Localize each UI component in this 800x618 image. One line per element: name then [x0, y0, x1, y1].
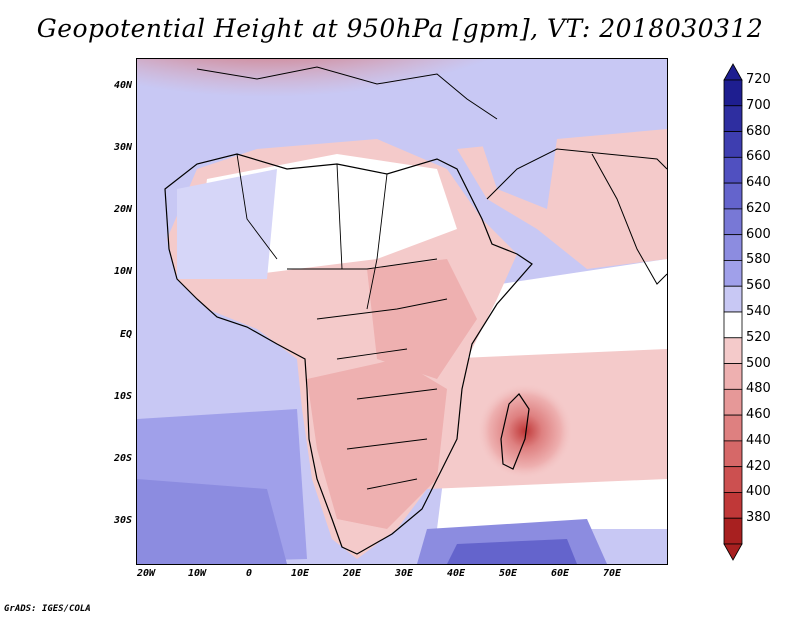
lon-label-40e: 40E — [446, 568, 466, 579]
colorbar-swatch — [723, 208, 743, 236]
colorbar-label: 560 — [746, 278, 771, 294]
colorbar — [723, 63, 743, 561]
colorbar-label: 420 — [746, 458, 771, 474]
madagascar-coastline — [500, 393, 530, 470]
map-canvas — [137, 59, 667, 564]
colorbar-label: 540 — [746, 304, 771, 319]
colorbar-swatch — [723, 363, 743, 390]
colorbar-label: 500 — [746, 355, 771, 371]
field-east-africa — [367, 259, 477, 379]
country-borders — [236, 153, 448, 490]
field-south-indian-core — [447, 539, 577, 564]
colorbar-label: 440 — [746, 432, 771, 448]
lon-label-30e: 30E — [394, 568, 414, 579]
colorbar-label: 620 — [746, 200, 771, 216]
colorbar-label: 400 — [746, 484, 771, 500]
lat-label-eq: EQ — [119, 329, 132, 340]
colorbar-swatch — [723, 260, 743, 287]
colorbar-bottom-triangle — [723, 543, 743, 561]
colorbar-swatch — [723, 388, 743, 416]
field-southern-africa — [307, 359, 447, 529]
field-madagascar-centre — [477, 383, 573, 479]
colorbar-swatch — [723, 517, 743, 545]
colorbar-swatch — [723, 131, 743, 158]
colorbar-label: 660 — [746, 149, 771, 165]
lat-label-10n: 10N — [113, 266, 132, 277]
colorbar-label: 700 — [746, 97, 771, 113]
colorbar-top-triangle — [723, 63, 743, 81]
lat-label-10s: 10S — [113, 391, 132, 402]
lat-label-40n: 40N — [113, 80, 132, 91]
lon-label-50e: 50E — [498, 568, 518, 579]
colorbar-swatch — [723, 311, 743, 339]
colorbar-swatch — [723, 492, 743, 519]
colorbar-swatch — [723, 285, 743, 313]
colorbar-label: 720 — [746, 72, 771, 87]
lat-label-30n: 30N — [113, 142, 132, 153]
field-mediterranean-low — [137, 59, 497, 154]
colorbar-swatch — [723, 182, 743, 210]
colorbar-swatch — [723, 414, 743, 442]
map-panel — [136, 58, 668, 565]
colorbar-swatch — [723, 466, 743, 493]
field-south-atlantic-deep — [137, 479, 287, 564]
lat-label-20s: 20S — [113, 453, 132, 464]
lon-label-20e: 20E — [342, 568, 362, 579]
colorbar-swatch — [723, 156, 743, 184]
colorbar-swatch — [723, 79, 743, 107]
lon-label-60e: 60E — [550, 568, 570, 579]
colorbar-label: 640 — [746, 175, 771, 191]
africa-coastline — [164, 153, 533, 555]
lon-label-10e: 10E — [290, 568, 310, 579]
europe-coastline — [196, 66, 498, 120]
lon-label-70e: 70E — [602, 568, 622, 579]
colorbar-swatch — [723, 105, 743, 132]
field-west-sahara — [177, 169, 277, 279]
colorbar-label: 480 — [746, 381, 771, 397]
lat-label-20n: 20N — [113, 204, 132, 215]
colorbar-label: 520 — [746, 329, 771, 345]
colorbar-swatch — [723, 337, 743, 364]
colorbar-swatch — [723, 234, 743, 261]
colorbar-label: 600 — [746, 226, 771, 242]
colorbar-label: 680 — [746, 123, 771, 139]
colorbar-label: 580 — [746, 252, 771, 268]
chart-title: Geopotential Height at 950hPa [gpm], VT:… — [36, 14, 764, 43]
colorbar-swatch — [723, 440, 743, 468]
lat-label-30s: 30S — [113, 515, 132, 526]
lon-label-0: 0 — [245, 568, 253, 579]
india-coastline — [591, 153, 667, 285]
colorbar-label: 460 — [746, 407, 771, 423]
arabia-coastline — [486, 148, 667, 200]
lon-label-20w: 20W — [136, 568, 156, 579]
lon-label-10w: 10W — [187, 568, 207, 579]
colorbar-label: 380 — [746, 510, 771, 526]
credit-text: GrADS: IGES/COLA — [4, 604, 91, 614]
